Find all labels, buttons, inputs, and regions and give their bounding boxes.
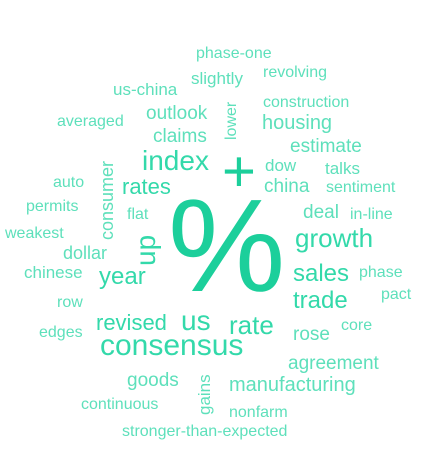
word-flat: flat [127, 206, 149, 223]
word-revolving: revolving [263, 64, 328, 81]
word-pact: pact [381, 286, 412, 303]
word-dollar: dollar [63, 243, 108, 263]
word-nonfarm: nonfarm [229, 404, 288, 421]
word-manufacturing: manufacturing [229, 374, 356, 396]
word-up: up [130, 234, 161, 266]
word-consensus: consensus [100, 329, 244, 362]
word-weakest: weakest [5, 225, 64, 242]
word-averaged: averaged [57, 113, 124, 130]
word-china: china [264, 176, 310, 197]
word-talks: talks [325, 159, 360, 178]
word-goods: goods [127, 370, 179, 391]
word-slightly: slightly [191, 69, 243, 88]
word-rate: rate [229, 310, 274, 340]
word-permits: permits [26, 198, 79, 215]
word-auto: auto [53, 174, 85, 191]
word-trade: trade [293, 287, 348, 314]
word-phase-one: phase-one [196, 45, 272, 62]
word-rose: rose [293, 324, 330, 345]
word-agreement: agreement [288, 353, 379, 374]
word-growth: growth [295, 223, 374, 253]
word-dow: dow [265, 156, 297, 175]
word-percent: % [168, 172, 286, 319]
word-claims: claims [153, 126, 207, 147]
word-stronger-than-expected: stronger-than-expected [122, 423, 288, 440]
word-core: core [341, 317, 373, 334]
word-in-line: in-line [350, 206, 393, 223]
word-consumer: consumer [97, 160, 117, 240]
word-housing: housing [262, 112, 333, 134]
word-revised: revised [96, 310, 167, 335]
word-edges: edges [39, 324, 83, 341]
word-construction: construction [263, 94, 350, 111]
word-rates: rates [122, 174, 171, 199]
word-sales: sales [293, 260, 350, 287]
word-outlook: outlook [146, 103, 208, 124]
word-us-china: us-china [113, 80, 178, 99]
word-plus: + [222, 139, 256, 204]
word-year: year [99, 263, 146, 290]
word-lower: lower [223, 101, 240, 140]
word-row: row [57, 294, 83, 311]
word-estimate: estimate [290, 136, 362, 157]
word-phase: phase [359, 264, 403, 281]
word-chinese: chinese [24, 263, 83, 282]
word-us: us [181, 305, 211, 336]
word-gains: gains [195, 374, 214, 415]
word-continuous: continuous [81, 396, 159, 413]
word-deal: deal [303, 202, 339, 223]
word-index: index [142, 145, 209, 176]
word-sentiment: sentiment [326, 179, 396, 196]
